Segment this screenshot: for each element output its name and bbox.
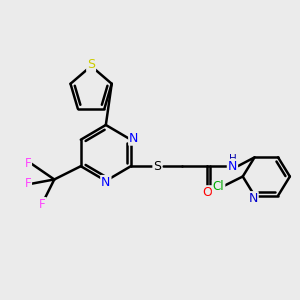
- Text: Cl: Cl: [213, 180, 224, 193]
- Text: F: F: [39, 198, 46, 211]
- Text: F: F: [25, 177, 31, 190]
- Text: N: N: [228, 160, 237, 173]
- Text: F: F: [25, 157, 31, 170]
- Text: N: N: [101, 176, 110, 189]
- Text: N: N: [248, 192, 258, 205]
- Text: S: S: [87, 58, 95, 71]
- Text: H: H: [229, 154, 236, 164]
- Text: N: N: [129, 132, 139, 145]
- Text: O: O: [202, 186, 212, 199]
- Text: S: S: [153, 160, 161, 173]
